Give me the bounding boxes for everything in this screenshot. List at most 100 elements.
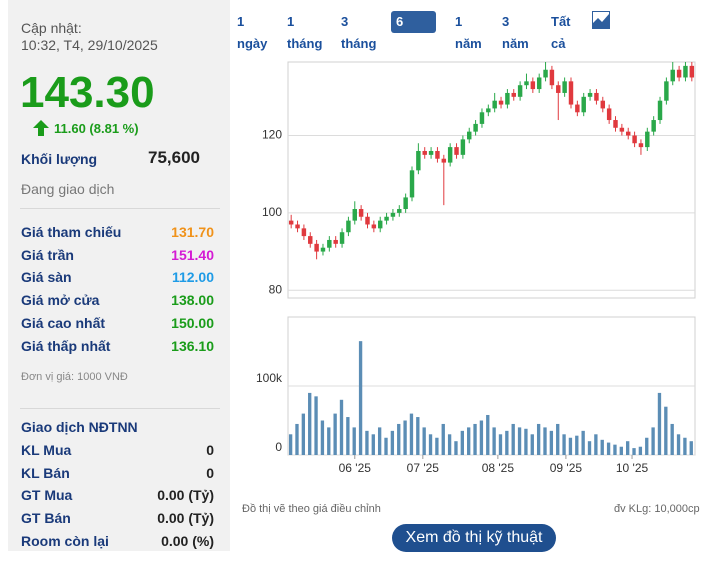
foreign-title: Giao dịch NĐTNN — [21, 419, 138, 435]
candle-body — [505, 92, 510, 105]
candle-body — [568, 81, 574, 105]
candle-body — [689, 65, 695, 78]
candle-body — [632, 135, 637, 144]
volume-bar — [473, 423, 477, 455]
volume-bar — [505, 430, 509, 455]
candle-body — [288, 220, 294, 225]
candle-body — [670, 69, 675, 82]
volume-bar — [498, 434, 503, 455]
candle-body — [575, 104, 580, 113]
candle-body — [447, 147, 453, 163]
range-tab[interactable]: 3 tháng — [341, 14, 377, 51]
volume-bar — [543, 427, 547, 455]
y2-tick-label: 100k — [256, 371, 283, 385]
candle-body — [384, 216, 389, 221]
volume-label: Khối lượng — [21, 151, 98, 167]
updated-label: Cập nhật: — [21, 20, 82, 36]
chart-icon[interactable] — [592, 11, 610, 29]
volume-bar — [308, 392, 312, 455]
volume-bar — [479, 420, 484, 455]
candle-body — [454, 147, 459, 155]
price-value: 131.70 — [171, 224, 214, 240]
volume-bar — [460, 430, 464, 455]
candle-body — [308, 236, 313, 244]
volume-bar — [422, 427, 426, 455]
price-value: 112.00 — [171, 269, 214, 286]
price: 143.30 — [20, 68, 155, 117]
volume-bar — [517, 427, 522, 455]
x-tick-label: 09 '25 — [550, 461, 583, 475]
foreign-value: 0 — [206, 464, 214, 481]
candle-body — [626, 131, 631, 136]
info-panel: Cập nhật: 10:32, T4, 29/10/2025 143.30 1… — [8, 0, 230, 551]
candle-body — [524, 81, 529, 86]
separator — [20, 208, 220, 209]
volume-bar — [371, 434, 375, 455]
y-tick-label: 120 — [262, 128, 282, 142]
price-value: 136.10 — [171, 337, 214, 354]
volume-bar — [314, 396, 318, 455]
range-tab[interactable]: Tất cả — [551, 14, 571, 51]
volume-bar — [556, 423, 560, 455]
volume-bar — [670, 423, 674, 455]
volume-bar — [447, 434, 452, 455]
volume-bar — [467, 427, 471, 455]
candle-body — [581, 96, 586, 113]
candle-body — [479, 112, 485, 124]
range-tab[interactable]: 1 ngày — [237, 14, 268, 51]
volume-bar — [346, 417, 350, 455]
range-tab[interactable]: 1 tháng — [287, 14, 323, 51]
volume-bar — [581, 430, 585, 455]
volume-bar — [397, 423, 401, 455]
price-label: Giá thấp nhất — [21, 337, 111, 354]
range-tab[interactable]: 6 tháng — [391, 11, 437, 51]
unit-note: Đơn vị giá: 1000 VNĐ — [21, 371, 128, 383]
candle-body — [333, 239, 338, 244]
range-tab[interactable]: 3 năm — [502, 14, 529, 51]
foreign-value: 0 — [206, 442, 214, 458]
candle-body — [638, 143, 644, 148]
volume-bar — [613, 444, 617, 455]
volume-bar — [435, 437, 439, 455]
price-value: 138.00 — [171, 292, 214, 309]
volume-unit: đv KLg: 10,000cp — [614, 503, 700, 515]
volume-bar — [384, 437, 388, 455]
volume-value: 75,600 — [148, 148, 200, 167]
status: Đang giao dịch — [21, 181, 115, 197]
volume-bar — [339, 399, 344, 455]
candle-body — [352, 209, 357, 221]
volume-bar — [587, 441, 592, 455]
candle-body — [377, 220, 383, 229]
range-tab[interactable]: 1 năm — [455, 14, 482, 51]
volume-bar — [454, 441, 458, 455]
candle-body — [390, 212, 396, 217]
candle-body — [536, 77, 542, 90]
candle-body — [327, 239, 332, 248]
volume-bar — [651, 427, 655, 455]
volume-bar — [664, 406, 668, 455]
volume-bar — [441, 423, 445, 455]
candle-body — [416, 150, 421, 171]
volume-bar — [657, 392, 662, 455]
volume-bar — [600, 439, 604, 455]
candle-body — [371, 224, 377, 229]
price-label: Giá sàn — [21, 269, 72, 286]
candle-body — [320, 247, 326, 252]
candle-body — [403, 197, 408, 210]
foreign-value: 0.00 (Tỷ) — [157, 487, 214, 504]
volume-bar — [594, 434, 598, 455]
candle-body — [600, 100, 606, 109]
foreign-label: GT Bán — [21, 510, 71, 527]
volume-bar — [549, 430, 554, 455]
volume-bar — [645, 437, 649, 455]
candle-body — [435, 150, 440, 159]
candle-body — [606, 108, 612, 121]
price-value: 150.00 — [171, 314, 214, 331]
volume-bar — [365, 430, 369, 455]
foreign-value: 0.00 (%) — [161, 532, 214, 549]
technical-chart-button[interactable]: Xem đồ thị kỹ thuật — [392, 524, 556, 552]
x-tick-label: 07 '25 — [407, 461, 440, 475]
candle-body — [314, 243, 319, 252]
